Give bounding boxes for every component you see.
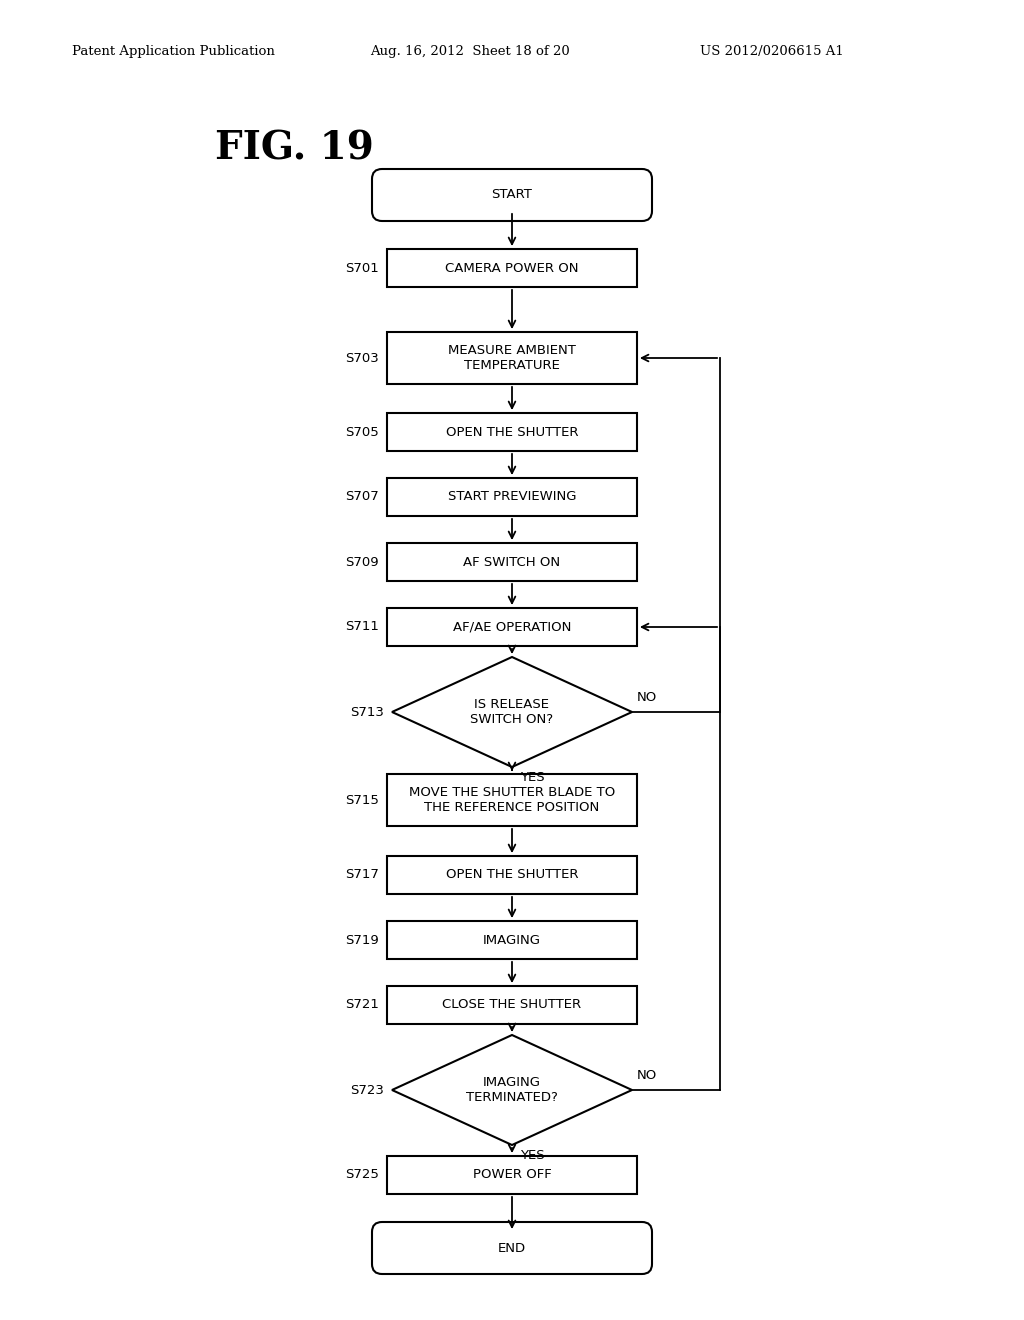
Text: S705: S705 <box>345 425 379 438</box>
Text: S723: S723 <box>350 1084 384 1097</box>
Text: START PREVIEWING: START PREVIEWING <box>447 491 577 503</box>
Text: Aug. 16, 2012  Sheet 18 of 20: Aug. 16, 2012 Sheet 18 of 20 <box>370 45 569 58</box>
FancyBboxPatch shape <box>372 1222 652 1274</box>
Text: POWER OFF: POWER OFF <box>473 1168 551 1181</box>
FancyBboxPatch shape <box>387 774 637 826</box>
FancyBboxPatch shape <box>387 921 637 960</box>
Text: AF SWITCH ON: AF SWITCH ON <box>464 556 560 569</box>
Text: IS RELEASE
SWITCH ON?: IS RELEASE SWITCH ON? <box>470 698 554 726</box>
Text: YES: YES <box>520 771 545 784</box>
Text: CLOSE THE SHUTTER: CLOSE THE SHUTTER <box>442 998 582 1011</box>
Text: Patent Application Publication: Patent Application Publication <box>72 45 274 58</box>
Text: FIG. 19: FIG. 19 <box>215 129 374 168</box>
Text: S713: S713 <box>350 705 384 718</box>
FancyBboxPatch shape <box>387 478 637 516</box>
FancyBboxPatch shape <box>387 855 637 894</box>
Text: S703: S703 <box>345 351 379 364</box>
Text: S711: S711 <box>345 620 379 634</box>
FancyBboxPatch shape <box>387 1156 637 1195</box>
Text: MOVE THE SHUTTER BLADE TO
THE REFERENCE POSITION: MOVE THE SHUTTER BLADE TO THE REFERENCE … <box>409 785 615 814</box>
Text: S725: S725 <box>345 1168 379 1181</box>
FancyBboxPatch shape <box>387 413 637 451</box>
Text: IMAGING: IMAGING <box>483 933 541 946</box>
Text: S707: S707 <box>345 491 379 503</box>
Text: END: END <box>498 1242 526 1254</box>
Text: S721: S721 <box>345 998 379 1011</box>
FancyBboxPatch shape <box>387 249 637 286</box>
Text: START: START <box>492 189 532 202</box>
Text: NO: NO <box>637 690 657 704</box>
Text: AF/AE OPERATION: AF/AE OPERATION <box>453 620 571 634</box>
Polygon shape <box>392 1035 632 1144</box>
Text: OPEN THE SHUTTER: OPEN THE SHUTTER <box>445 425 579 438</box>
Text: MEASURE AMBIENT
TEMPERATURE: MEASURE AMBIENT TEMPERATURE <box>449 345 575 372</box>
Text: S701: S701 <box>345 261 379 275</box>
Text: S719: S719 <box>345 933 379 946</box>
Text: OPEN THE SHUTTER: OPEN THE SHUTTER <box>445 869 579 882</box>
FancyBboxPatch shape <box>387 609 637 645</box>
Text: S717: S717 <box>345 869 379 882</box>
Text: NO: NO <box>637 1069 657 1082</box>
Text: CAMERA POWER ON: CAMERA POWER ON <box>445 261 579 275</box>
FancyBboxPatch shape <box>387 333 637 384</box>
Text: YES: YES <box>520 1148 545 1162</box>
Text: US 2012/0206615 A1: US 2012/0206615 A1 <box>700 45 844 58</box>
Text: S715: S715 <box>345 793 379 807</box>
Polygon shape <box>392 657 632 767</box>
FancyBboxPatch shape <box>387 543 637 581</box>
Text: S709: S709 <box>345 556 379 569</box>
Text: IMAGING
TERMINATED?: IMAGING TERMINATED? <box>466 1076 558 1104</box>
FancyBboxPatch shape <box>387 986 637 1024</box>
FancyBboxPatch shape <box>372 169 652 220</box>
